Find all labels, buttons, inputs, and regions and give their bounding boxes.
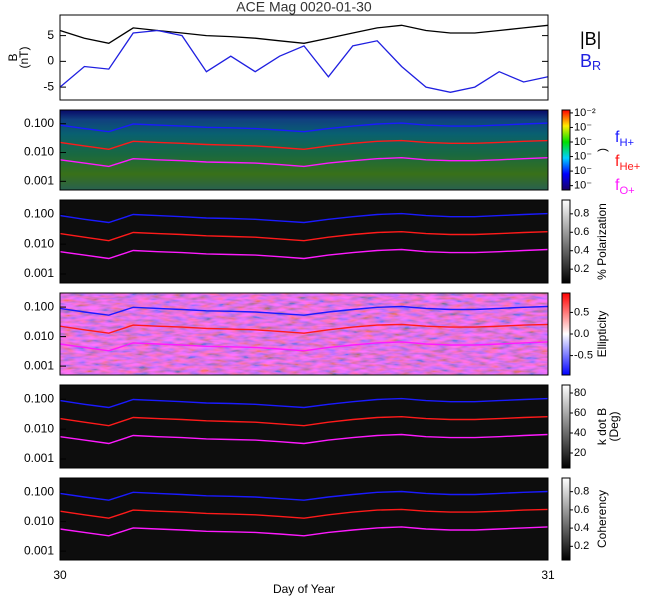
legend-label-main: |B| bbox=[580, 29, 601, 49]
colorbar-label: k dot B bbox=[595, 408, 609, 445]
colorbar-label: Ellipticity bbox=[595, 311, 609, 358]
legend-label-sub: H+ bbox=[619, 137, 634, 149]
frequency-line bbox=[59, 397, 549, 409]
y-tick-label: 0.100 bbox=[24, 206, 54, 220]
colorbar-tick-label: 0.5 bbox=[574, 306, 589, 318]
colorbar-tick-label: 0.8 bbox=[574, 208, 589, 220]
colorbar-tick-label: 0.6 bbox=[574, 504, 589, 516]
frequency-line bbox=[59, 139, 549, 151]
plot-frame bbox=[59, 14, 549, 101]
y-tick-label: 0 bbox=[47, 54, 54, 68]
series-line bbox=[59, 29, 549, 93]
y-tick-label: 0.010 bbox=[24, 421, 54, 435]
legend-label-main: B bbox=[580, 51, 592, 71]
colorbar-tick-label: 0.0 bbox=[574, 328, 589, 340]
y-tick-label: 0.010 bbox=[24, 236, 54, 250]
y-tick-label: 0.100 bbox=[24, 391, 54, 405]
plot-frame bbox=[59, 199, 549, 284]
series-line bbox=[59, 24, 549, 44]
y-tick-label: 5 bbox=[47, 28, 54, 42]
legend-label: |B| bbox=[580, 29, 601, 49]
colorbar bbox=[561, 477, 571, 561]
y-tick-label: 0.100 bbox=[24, 299, 54, 313]
y-tick-label: 0.100 bbox=[24, 116, 54, 130]
chart-title: ACE Mag 0020-01-30 bbox=[236, 0, 372, 15]
frequency-line bbox=[59, 490, 549, 501]
colorbar-label: (Deg) bbox=[607, 411, 621, 441]
colorbar bbox=[561, 384, 571, 469]
frequency-line bbox=[59, 508, 549, 519]
frequency-line bbox=[59, 323, 549, 334]
y-tick-label: 0.001 bbox=[24, 174, 54, 188]
y-tick-label: 0.001 bbox=[24, 543, 54, 557]
y-tick-label: 0.001 bbox=[24, 266, 54, 280]
colorbar-tick-label: 0.4 bbox=[574, 245, 589, 257]
colorbar-tick-label: 80 bbox=[574, 387, 586, 399]
frequency-line bbox=[59, 248, 549, 260]
frequency-line bbox=[59, 305, 549, 316]
legend-label-sub: O+ bbox=[619, 185, 634, 197]
y-tick-label: 0.010 bbox=[24, 145, 54, 159]
legend-label-sub: He+ bbox=[619, 161, 640, 173]
y-axis-label: B bbox=[6, 53, 20, 61]
y-axis-label: (nT) bbox=[17, 47, 31, 69]
legend-label: fH+ bbox=[615, 129, 634, 149]
spectrogram-texture bbox=[60, 200, 548, 283]
colorbar-label: Coherency bbox=[595, 490, 609, 548]
colorbar-tick-label: 20 bbox=[574, 447, 586, 459]
colorbar-label: % Polarization bbox=[595, 203, 609, 280]
y-tick-label: 0.001 bbox=[24, 451, 54, 465]
colorbar-tick-label: 0.4 bbox=[574, 522, 589, 534]
colorbar-tick-label: 10⁻ bbox=[574, 136, 592, 148]
y-tick-label: 0.001 bbox=[24, 358, 54, 372]
y-tick-label: 0.010 bbox=[24, 329, 54, 343]
frequency-line bbox=[59, 341, 549, 352]
plot-frame bbox=[59, 292, 549, 376]
y-tick-label: -5 bbox=[43, 79, 54, 93]
x-tick-label: 31 bbox=[541, 568, 555, 582]
legend-label-main: f bbox=[615, 153, 620, 170]
legend-label-main: f bbox=[615, 129, 620, 146]
colorbar-tick-label: 0.8 bbox=[574, 486, 589, 498]
frequency-line bbox=[59, 156, 549, 168]
x-axis-label: Day of Year bbox=[273, 582, 335, 596]
colorbar bbox=[561, 199, 571, 284]
colorbar-tick-label: -0.5 bbox=[574, 349, 593, 361]
plot-frame bbox=[59, 109, 549, 191]
legend-label-sub: R bbox=[592, 59, 601, 73]
colorbar bbox=[561, 109, 571, 191]
colorbar-label: ) bbox=[595, 148, 609, 152]
spectrogram-texture bbox=[60, 293, 548, 375]
frequency-line bbox=[59, 122, 549, 133]
y-tick-label: 0.010 bbox=[24, 514, 54, 528]
colorbar-tick-label: 0.6 bbox=[574, 226, 589, 238]
y-tick-label: 0.100 bbox=[24, 484, 54, 498]
colorbar-tick-label: 10⁻ bbox=[574, 150, 592, 162]
plot-frame bbox=[59, 384, 549, 469]
frequency-line bbox=[59, 415, 549, 427]
colorbar-tick-label: 10⁻ bbox=[574, 165, 592, 177]
frequency-line bbox=[59, 433, 549, 445]
legend-label-main: f bbox=[615, 177, 620, 194]
x-tick-label: 30 bbox=[53, 568, 67, 582]
frequency-line bbox=[59, 526, 549, 537]
colorbar bbox=[561, 292, 571, 376]
colorbar-tick-label: 10⁻ bbox=[574, 180, 592, 192]
frequency-line bbox=[59, 212, 549, 224]
colorbar-tick-label: 60 bbox=[574, 407, 586, 419]
plot-frame bbox=[59, 477, 549, 561]
colorbar-tick-label: 10⁻ bbox=[574, 121, 592, 133]
legend-label: BR bbox=[580, 51, 601, 74]
legend-label: fO+ bbox=[615, 177, 635, 197]
colorbar-tick-label: 0.2 bbox=[574, 540, 589, 552]
legend-label: fHe+ bbox=[615, 153, 640, 173]
colorbar-tick-label: 10⁻² bbox=[574, 107, 596, 119]
spectrogram-texture bbox=[60, 478, 548, 560]
colorbar-tick-label: 40 bbox=[574, 427, 586, 439]
spectrogram-texture bbox=[60, 385, 548, 468]
frequency-line bbox=[59, 230, 549, 242]
colorbar-tick-label: 0.2 bbox=[574, 263, 589, 275]
